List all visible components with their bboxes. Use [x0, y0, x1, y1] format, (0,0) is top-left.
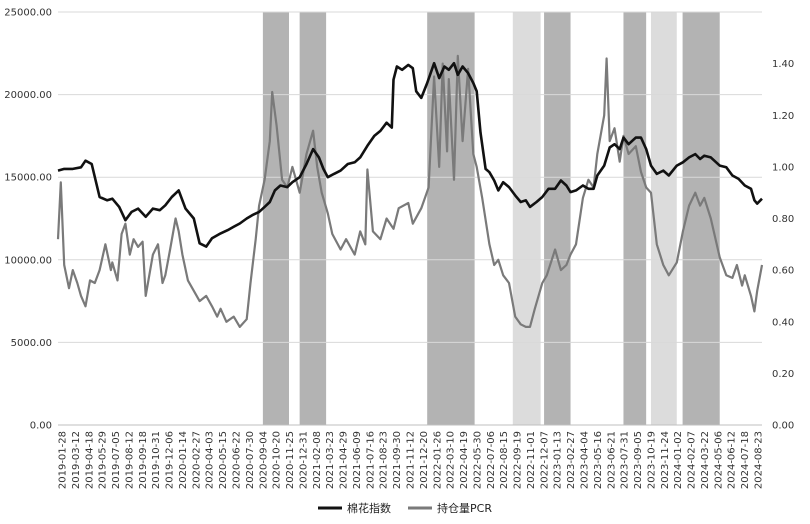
- gridlines: [58, 11, 762, 426]
- x-tick-label: 2023-07-31: [620, 431, 631, 489]
- x-tick-label: 2019-12-06: [165, 431, 176, 489]
- x-tick-label: 2021-09-30: [392, 431, 403, 489]
- x-tick-label: 2019-03-12: [71, 431, 82, 489]
- x-tick-label: 2019-08-12: [124, 431, 135, 489]
- x-tick-label: 2020-12-31: [298, 431, 309, 489]
- x-tick-label: 2021-12-20: [419, 431, 430, 489]
- x-tick-label: 2020-11-25: [285, 431, 296, 489]
- x-axis-ticks: 2019-01-28 2019-03-12 2019-04-18 2019-05-29…: [58, 431, 765, 489]
- left-axis-ticks: 0.00 5000.00 10000.00 15000.00 20000.00 25000…: [4, 8, 52, 432]
- x-tick-label: 2024-08-23: [754, 431, 765, 489]
- x-tick-label: 2021-06-09: [352, 431, 363, 489]
- x-tick-label: 2022-09-19: [513, 431, 524, 489]
- x-tick-label: 2020-06-22: [232, 431, 243, 489]
- x-tick-label: 2019-04-18: [84, 431, 95, 489]
- shaded-region: [299, 12, 327, 425]
- x-tick-label: 2021-11-12: [406, 431, 417, 489]
- x-tick-label: 2023-01-13: [553, 431, 564, 489]
- series-line-cotton-index: [57, 61, 763, 248]
- x-tick-label: 2022-01-26: [432, 431, 443, 489]
- x-tick-label: 2024-07-18: [740, 431, 751, 489]
- x-tick-label: 2021-08-23: [379, 431, 390, 489]
- x-tick-label: 2020-04-03: [205, 431, 216, 489]
- x-tick-label: 2021-07-16: [365, 431, 376, 489]
- legend: 棉花指数 持仓量PCR: [318, 501, 492, 515]
- x-tick-label: 2022-04-19: [459, 431, 470, 489]
- right-axis-ticks: 0.00 0.20 0.40 0.60 0.80 1.00 1.20 1.40: [772, 59, 794, 431]
- x-tick-label: 2024-02-07: [687, 431, 698, 489]
- x-tick-label: 2022-11-01: [526, 431, 537, 489]
- x-tick-label: 2022-12-07: [539, 431, 550, 489]
- x-tick-label: 2022-08-15: [499, 431, 510, 489]
- left-tick-label: 10000.00: [4, 255, 52, 266]
- right-tick-label: 0.00: [772, 421, 794, 432]
- left-tick-label: 5000.00: [11, 338, 52, 349]
- x-tick-label: 2023-02-27: [566, 431, 577, 489]
- right-tick-label: 0.40: [772, 317, 794, 328]
- series-line-pcr: [56, 54, 764, 328]
- x-tick-label: 2020-02-27: [191, 431, 202, 489]
- shaded-region: [512, 12, 541, 425]
- left-tick-label: 25000.00: [4, 8, 52, 19]
- x-tick-label: 2020-09-04: [258, 431, 269, 489]
- x-tick-label: 2019-10-31: [151, 431, 162, 489]
- left-tick-label: 0.00: [30, 421, 52, 432]
- x-tick-label: 2024-03-22: [700, 431, 711, 489]
- right-tick-label: 1.20: [772, 111, 794, 122]
- x-tick-label: 2020-07-30: [245, 431, 256, 489]
- shaded-regions: [262, 12, 720, 425]
- x-tick-label: 2019-01-28: [58, 431, 69, 489]
- series-lines: [56, 54, 764, 328]
- x-tick-label: 2023-09-05: [633, 431, 644, 489]
- legend-label-pcr: 持仓量PCR: [437, 501, 492, 515]
- x-tick-label: 2024-06-12: [727, 431, 738, 489]
- x-tick-label: 2024-01-02: [673, 431, 684, 489]
- shaded-region: [623, 12, 647, 425]
- right-tick-label: 0.60: [772, 266, 794, 277]
- shaded-region: [650, 12, 677, 425]
- x-tick-label: 2021-02-08: [312, 431, 323, 489]
- shaded-region: [262, 12, 289, 425]
- x-tick-label: 2019-07-05: [111, 431, 122, 489]
- right-tick-label: 0.80: [772, 214, 794, 225]
- shaded-region: [544, 12, 571, 425]
- x-tick-label: 2023-06-21: [606, 431, 617, 489]
- shaded-region: [682, 12, 720, 425]
- x-tick-label: 2023-05-16: [593, 431, 604, 489]
- left-tick-label: 20000.00: [4, 90, 52, 101]
- x-tick-label: 2022-03-10: [446, 431, 457, 489]
- x-tick-label: 2021-03-23: [325, 431, 336, 489]
- x-tick-label: 2021-04-29: [339, 431, 350, 489]
- x-tick-label: 2022-07-06: [486, 431, 497, 489]
- x-tick-label: 2022-05-30: [472, 431, 483, 489]
- x-tick-label: 2023-10-19: [646, 431, 657, 489]
- right-tick-label: 0.20: [772, 369, 794, 380]
- x-tick-label: 2020-05-15: [218, 431, 229, 489]
- x-tick-label: 2020-10-20: [272, 431, 283, 489]
- right-tick-label: 1.40: [772, 59, 794, 70]
- x-tick-label: 2019-05-29: [98, 431, 109, 489]
- right-tick-label: 1.00: [772, 162, 794, 173]
- x-tick-label: 2023-04-04: [580, 431, 591, 489]
- x-tick-label: 2020-01-14: [178, 431, 189, 489]
- legend-label-cotton-index: 棉花指数: [347, 501, 391, 515]
- left-tick-label: 15000.00: [4, 173, 52, 184]
- x-tick-label: 2023-11-24: [660, 431, 671, 489]
- x-tick-label: 2024-05-06: [713, 431, 724, 489]
- x-tick-label: 2019-09-18: [138, 431, 149, 489]
